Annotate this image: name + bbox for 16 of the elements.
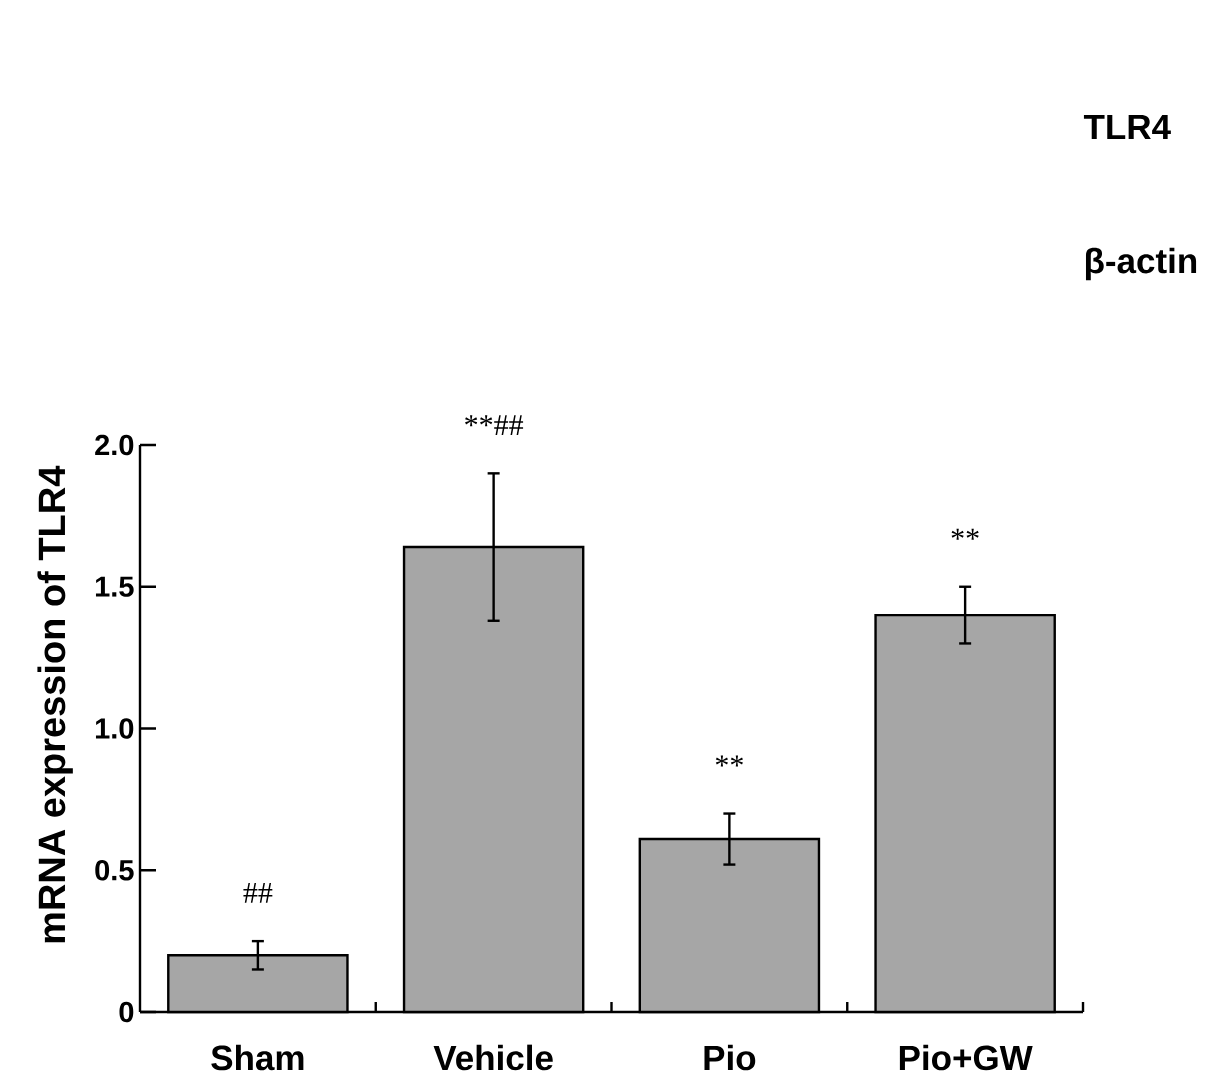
x-tick-label: Vehicle — [433, 1044, 553, 1071]
text: TLR4 — [1083, 114, 1171, 140]
annotation: ## — [243, 883, 273, 903]
x-tick-label: Sham — [211, 1044, 304, 1071]
annotation: ** — [951, 528, 979, 540]
text: **## — [465, 415, 524, 435]
x-tick-label: Pio+GW — [899, 1044, 1033, 1071]
y-axis-title: mRNA expression of TLR4 — [37, 465, 73, 943]
annotation: ** — [715, 755, 743, 767]
x-tick-label: Pio — [704, 1044, 756, 1071]
y-tick-label: 2.0 — [95, 434, 134, 456]
text: β-actin — [1085, 247, 1197, 281]
y-tick-label: 0 — [119, 1001, 134, 1023]
y-tick-label: 1.0 — [95, 718, 134, 739]
y-tick-label: 1.5 — [95, 576, 134, 597]
y-tick-label: 0.5 — [95, 859, 134, 881]
